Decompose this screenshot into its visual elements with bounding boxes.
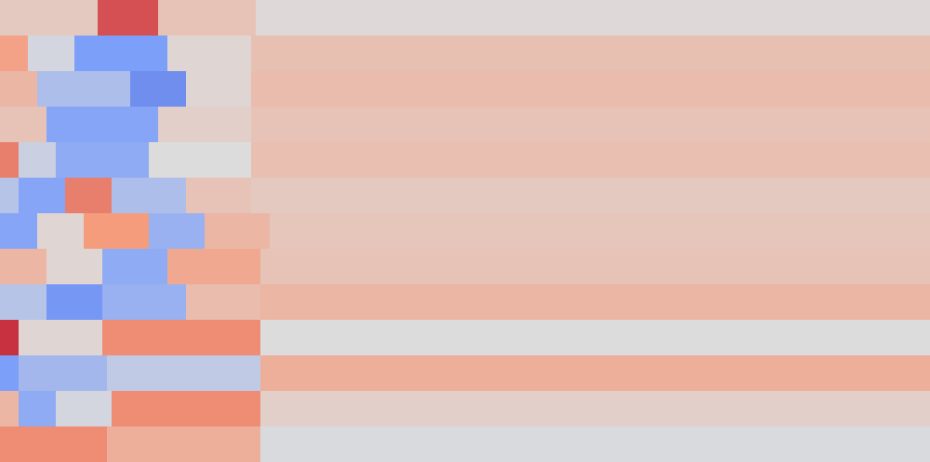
heatmap-cell-r11-c3 (111, 390, 261, 427)
heatmap-cell-r6-c1 (37, 213, 85, 250)
heatmap-cell-r12-c2 (260, 426, 930, 462)
heatmap-cell-r4-c2 (55, 142, 150, 179)
heatmap-cell-r9-c2 (102, 319, 261, 356)
heatmap-cell-r5-c5 (251, 177, 930, 214)
heatmap-cell-r7-c1 (46, 248, 103, 285)
heatmap-cell-r4-c0 (0, 142, 20, 179)
heatmap-cell-r2-c4 (251, 71, 930, 108)
heatmap-cell-r1-c1 (27, 35, 75, 72)
heatmap-cell-r6-c3 (148, 213, 206, 250)
heatmap-cell-r8-c2 (102, 284, 187, 321)
heatmap-cell-r5-c2 (65, 177, 113, 214)
heatmap-cell-r10-c2 (106, 355, 261, 392)
heatmap-cell-r7-c0 (0, 248, 47, 285)
heatmap-cell-r0-c3 (255, 0, 930, 37)
heatmap-cell-r11-c2 (55, 390, 113, 427)
heatmap-cell-r0-c1 (97, 0, 159, 37)
heatmap-cell-r2-c0 (0, 71, 38, 108)
heatmap-cell-r0-c2 (158, 0, 257, 37)
heatmap-cell-r9-c3 (260, 319, 930, 356)
heatmap-cell-r5-c3 (111, 177, 187, 214)
heatmap-cell-r11-c1 (18, 390, 57, 427)
heatmap-cell-r7-c3 (167, 248, 261, 285)
heatmap-cell-r5-c1 (18, 177, 66, 214)
heatmap-cell-r8-c3 (186, 284, 261, 321)
heatmap-cell-r3-c0 (0, 106, 47, 143)
heatmap-cell-r4-c1 (18, 142, 57, 179)
heatmap-cell-r10-c0 (0, 355, 20, 392)
heatmap-cell-r3-c3 (251, 106, 930, 143)
heatmap-cell-r2-c3 (186, 71, 252, 108)
heatmap-cell-r12-c1 (106, 426, 261, 462)
heatmap-cell-r10-c3 (260, 355, 930, 392)
heatmap-cell-r10-c1 (18, 355, 108, 392)
heatmap-cell-r9-c0 (0, 319, 20, 356)
heatmap-cell-r2-c1 (37, 71, 131, 108)
heatmap-cell-r1-c0 (0, 35, 29, 72)
heatmap-cell-r8-c0 (0, 284, 47, 321)
heatmap-cell-r1-c4 (251, 35, 930, 72)
heatmap-cell-r1-c3 (167, 35, 252, 72)
heatmap-cell-r5-c4 (186, 177, 252, 214)
heatmap-cell-r6-c4 (204, 213, 271, 250)
heatmap-cell-r7-c2 (102, 248, 168, 285)
heatmap-cell-r4-c3 (148, 142, 252, 179)
heatmap-cell-r3-c2 (158, 106, 252, 143)
heatmap-cell-r6-c5 (269, 213, 930, 250)
heatmap-cell-r8-c4 (260, 284, 930, 321)
heatmap-cell-r8-c1 (46, 284, 103, 321)
heatmap-cell-r2-c2 (130, 71, 187, 108)
heatmap-cell-r7-c4 (260, 248, 930, 285)
heatmap-cell-r0-c0 (0, 0, 99, 37)
heatmap-cell-r1-c2 (74, 35, 168, 72)
heatmap-cell-r11-c0 (0, 390, 20, 427)
heatmap-cell-r12-c0 (0, 426, 108, 462)
heatmap-cell-r6-c0 (0, 213, 38, 250)
heatmap-cell-r5-c0 (0, 177, 20, 214)
heatmap-cell-r9-c1 (18, 319, 103, 356)
heatmap-cell-r6-c2 (83, 213, 150, 250)
heatmap-cell-r11-c4 (260, 390, 930, 427)
heatmap-cell-r3-c1 (46, 106, 159, 143)
heatmap-cell-r4-c4 (251, 142, 930, 179)
